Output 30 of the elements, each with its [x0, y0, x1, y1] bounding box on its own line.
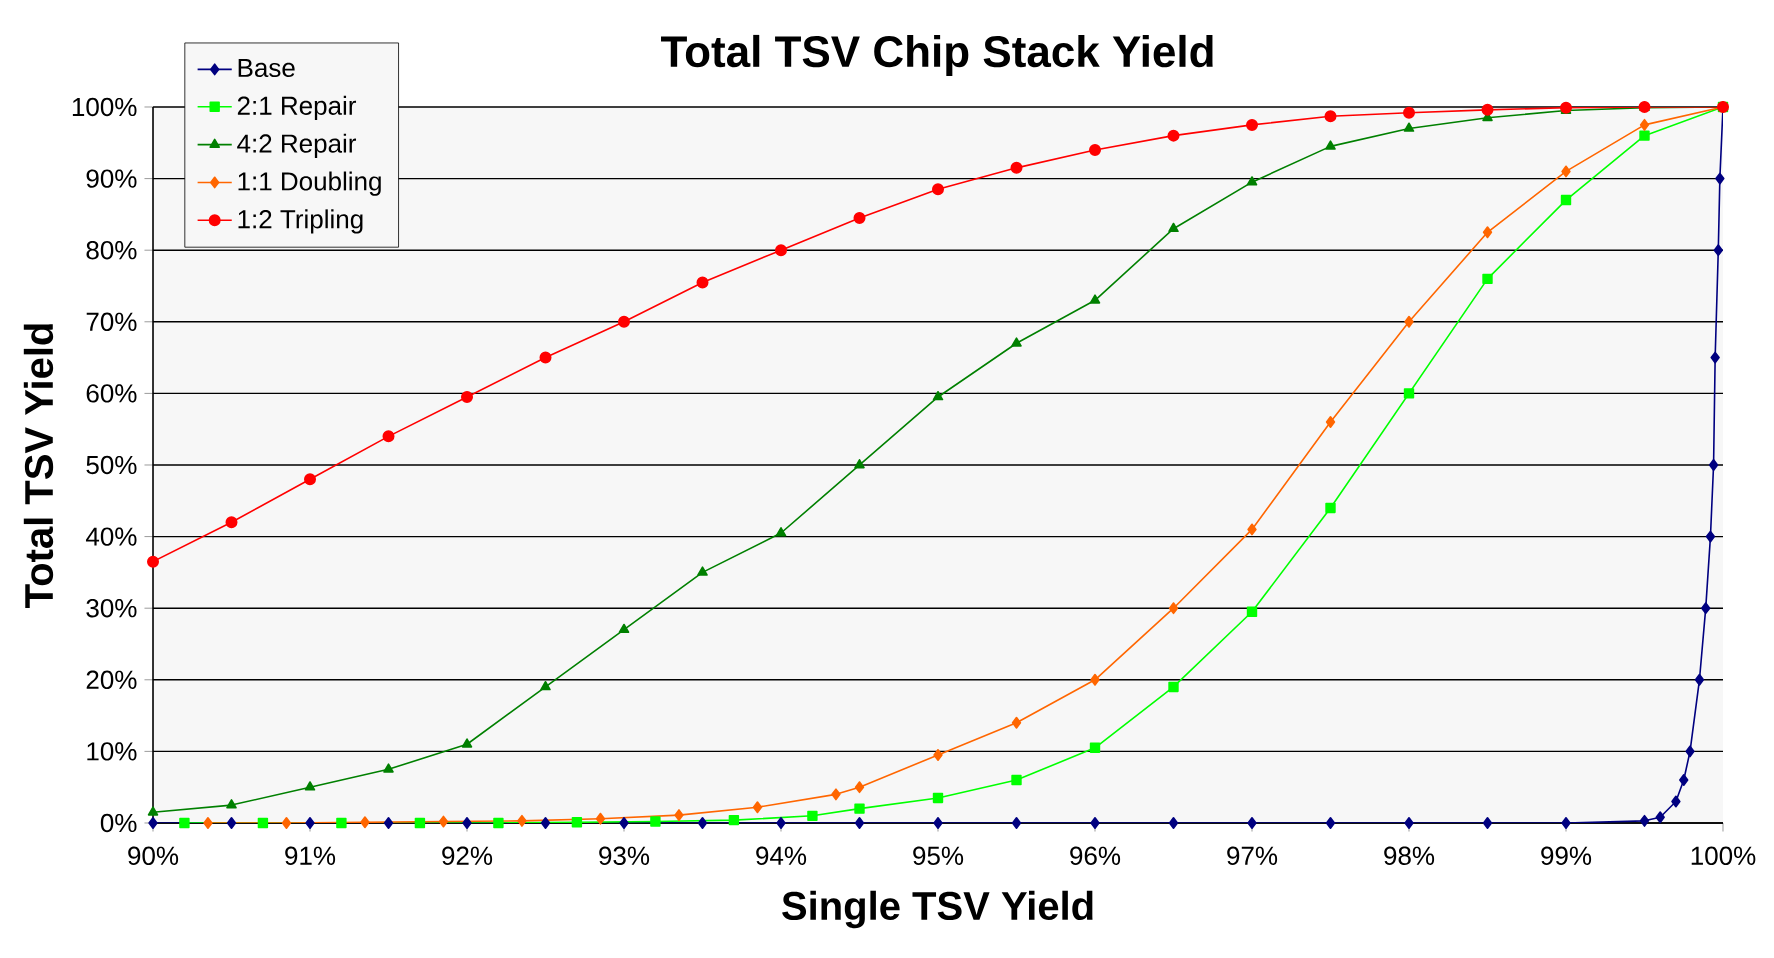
y-tick-label: 80% — [86, 240, 137, 260]
y-tick-label: 90% — [86, 169, 137, 188]
chart-title: Total TSV Chip Stack Yield — [661, 34, 1213, 76]
y-tick-label: 30% — [86, 598, 137, 618]
x-tick-label: 94% — [756, 846, 807, 865]
y-tick-label: 50% — [86, 455, 137, 475]
y-axis-title: Total TSV Yield — [23, 324, 54, 608]
y-tick-label: 60% — [86, 384, 137, 403]
y-tick-label: 100% — [72, 97, 137, 117]
legend-label: 4:2 Repair — [237, 133, 357, 158]
x-tick-label: 98% — [1384, 846, 1435, 865]
y-tick-label: 10% — [87, 742, 137, 761]
x-tick-label: 92% — [442, 846, 493, 865]
x-tick-label: 91% — [285, 846, 336, 865]
x-tick-label: 93% — [599, 846, 650, 865]
x-tick-label: 95% — [913, 846, 964, 865]
y-tick-label: 0% — [100, 813, 137, 833]
y-tick-label: 70% — [86, 312, 137, 331]
x-axis-title: Single TSV Yield — [782, 890, 1093, 929]
y-tick-label: 20% — [86, 670, 137, 689]
x-tick-label: 100% — [1691, 846, 1756, 865]
x-tick-label: 90% — [128, 846, 179, 865]
legend-label: 1:1 Doubling — [238, 171, 381, 196]
legend-label: Base — [238, 58, 295, 78]
x-tick-label: 99% — [1541, 846, 1592, 865]
legend-label: 2:1 Repair — [237, 95, 357, 121]
y-tick-label: 40% — [85, 527, 137, 546]
x-tick-label: 96% — [1070, 846, 1121, 865]
x-tick-label: 97% — [1227, 846, 1278, 865]
legend-label: 1:2 Tripling — [238, 209, 363, 234]
